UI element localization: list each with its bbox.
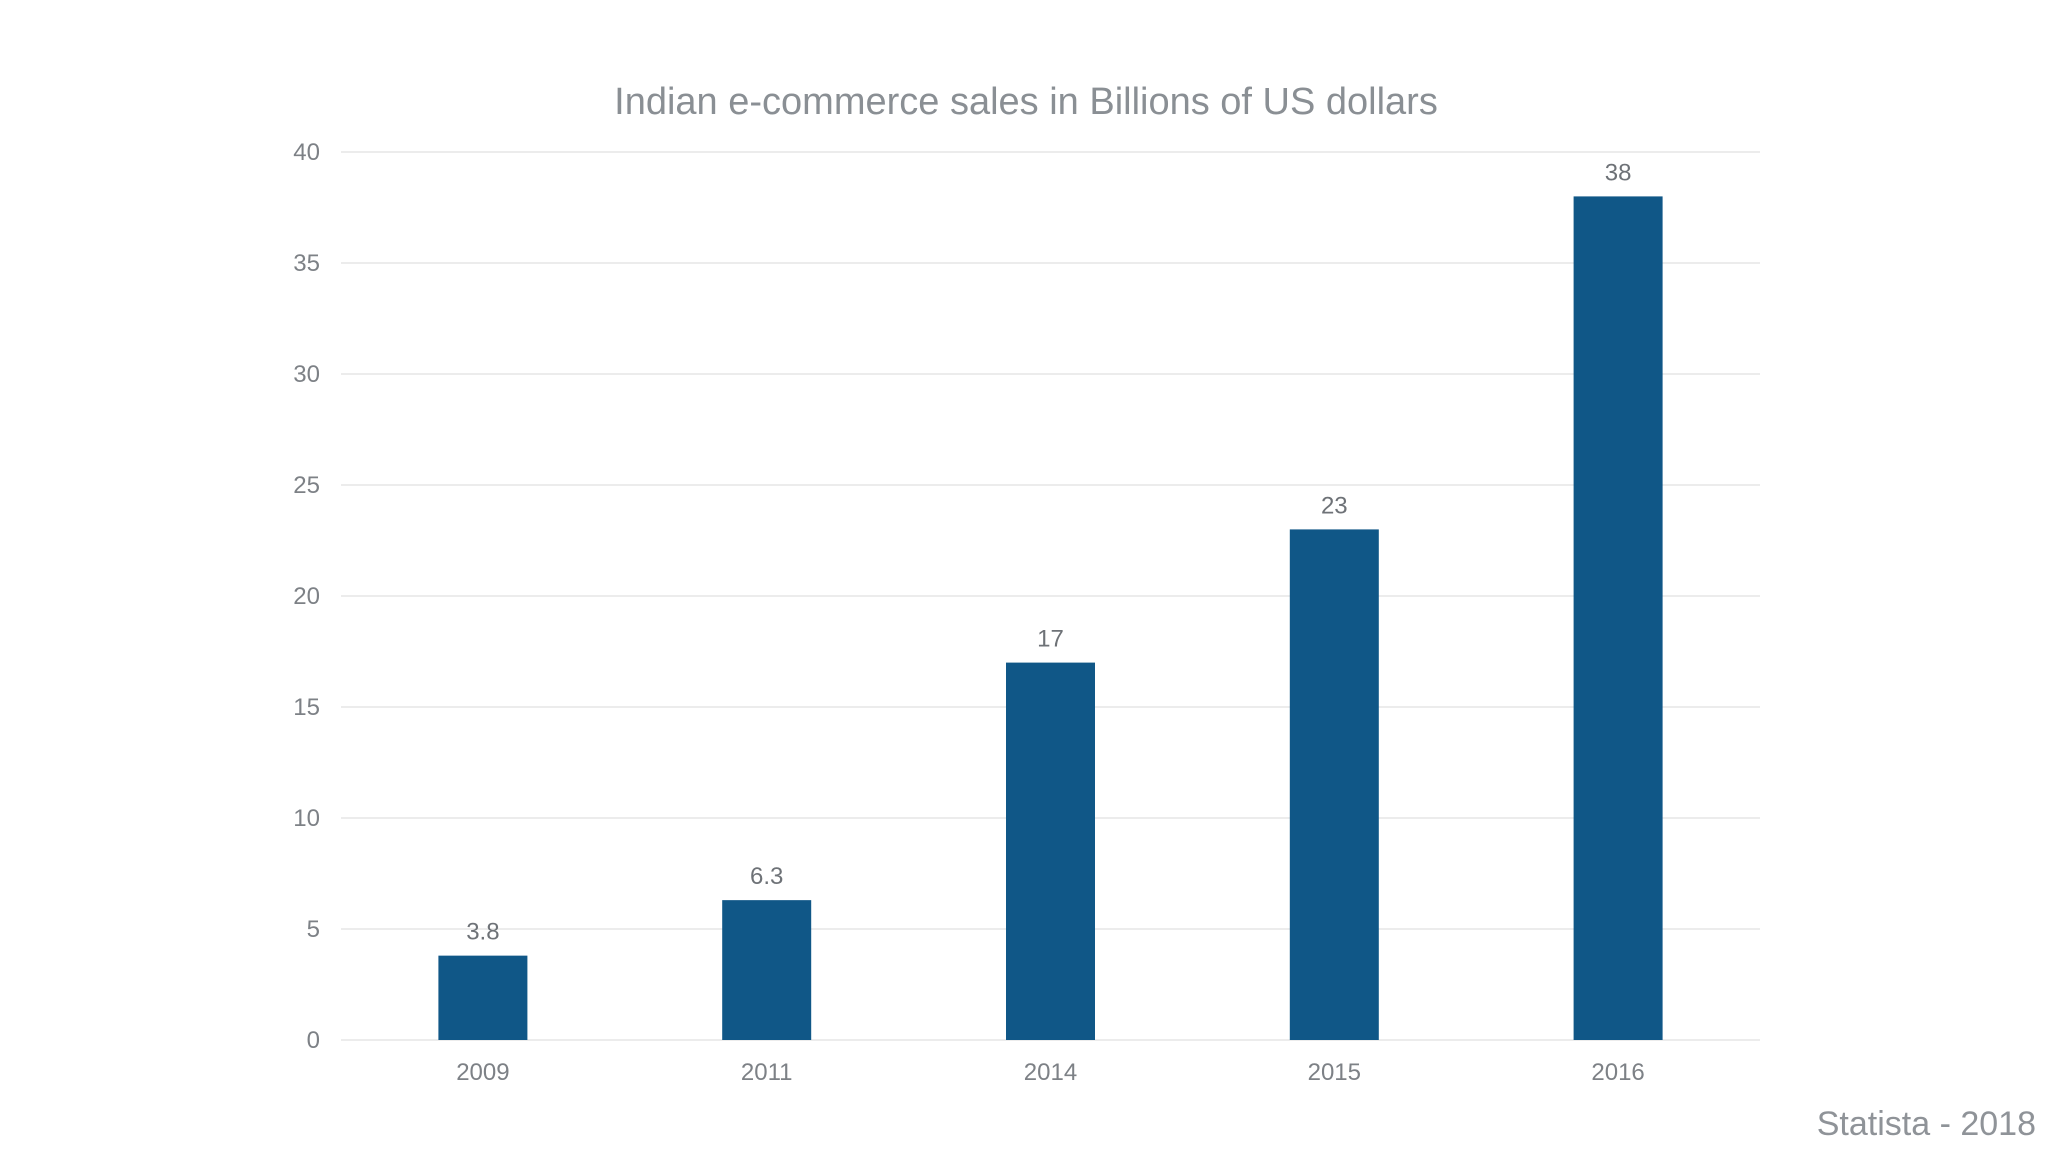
bar-2009 [438, 955, 528, 1040]
y-tick-label: 25 [293, 472, 320, 499]
source-note: Statista - 2018 [1816, 1105, 2036, 1143]
data-label: 38 [1605, 159, 1632, 186]
gridlines [341, 151, 1760, 1041]
x-axis-tick-labels: 2009 2011 2014 2015 2016 [456, 1059, 1645, 1086]
data-label: 3.8 [466, 919, 499, 946]
chart-title: Indian e-commerce sales in Billions of U… [614, 81, 1438, 123]
bar-2016 [1573, 196, 1663, 1040]
data-label: 17 [1037, 626, 1064, 653]
data-label: 6.3 [750, 863, 783, 890]
y-tick-label: 10 [293, 805, 320, 832]
x-tick-label: 2016 [1591, 1059, 1644, 1086]
y-tick-label: 0 [307, 1027, 320, 1054]
y-tick-label: 15 [293, 694, 320, 721]
bars [438, 196, 1663, 1040]
x-tick-label: 2009 [456, 1059, 509, 1086]
x-tick-label: 2011 [741, 1059, 793, 1086]
data-labels: 3.8 6.3 17 23 38 [466, 159, 1631, 945]
data-label: 23 [1321, 492, 1348, 519]
bar-2015 [1289, 529, 1379, 1040]
y-tick-label: 35 [293, 250, 320, 277]
y-axis-tick-labels: 0 5 10 15 20 25 30 35 40 [293, 139, 320, 1054]
y-tick-label: 40 [293, 139, 320, 166]
bar-2014 [1006, 662, 1095, 1040]
x-tick-label: 2014 [1024, 1059, 1077, 1086]
x-tick-label: 2015 [1308, 1059, 1361, 1086]
y-tick-label: 5 [307, 916, 320, 943]
bar-2011 [722, 900, 812, 1040]
y-tick-label: 30 [293, 361, 320, 388]
y-tick-label: 20 [293, 583, 320, 610]
